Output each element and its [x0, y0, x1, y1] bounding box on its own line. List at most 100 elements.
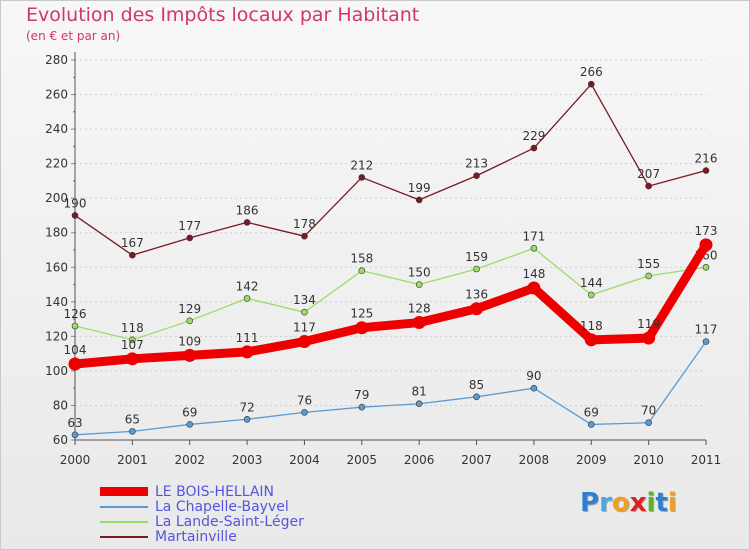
y-tick-label: 140: [45, 295, 68, 309]
data-label: 69: [182, 405, 197, 419]
data-point: [530, 244, 538, 252]
data-label: 107: [121, 338, 144, 352]
data-point: [243, 415, 251, 423]
logo-letter: i: [646, 488, 656, 518]
data-label: 111: [236, 331, 259, 345]
data-point: [243, 219, 251, 226]
data-label: 118: [121, 321, 144, 335]
x-tick-label: 2008: [519, 453, 550, 467]
series-line: [74, 341, 707, 436]
data-point: [702, 167, 710, 174]
legend-swatch: [100, 487, 148, 496]
legend-label: Martainville: [155, 528, 237, 545]
data-label: 207: [637, 167, 660, 181]
data-point: [584, 333, 598, 347]
data-label: 69: [584, 405, 599, 419]
legend-label: La Chapelle-Bayvel: [155, 498, 289, 515]
data-label: 266: [580, 65, 603, 79]
data-label: 155: [637, 257, 660, 271]
legend-item: La Chapelle-Bayvel: [100, 498, 304, 515]
x-tick-label: 2003: [232, 453, 263, 467]
data-label: 63: [67, 416, 82, 430]
data-point: [473, 265, 480, 273]
data-label: 167: [121, 236, 144, 250]
x-tick-label: 2000: [60, 453, 91, 467]
y-tick-label: 60: [53, 433, 68, 447]
data-point: [240, 345, 254, 359]
series-1: 63 65 69 72 76 79 81 85 90 69 70 117: [67, 323, 717, 439]
data-label: 65: [125, 412, 140, 426]
line-chart: 60 80 100 120 140 160 180 200 220 240 260 280 2000 20…: [45, 52, 722, 467]
series-0: 104 107 109 111 117 125 128 136 148 118 119 173: [64, 224, 718, 371]
series-line: [74, 242, 710, 369]
data-point: [642, 331, 656, 345]
x-tick-label: 2006: [404, 453, 435, 467]
x-tick-label: 2001: [117, 453, 148, 467]
logo-letter: r: [599, 488, 612, 518]
y-tick-label: 240: [45, 122, 68, 136]
data-label: 125: [350, 307, 373, 321]
data-point: [186, 317, 194, 325]
data-label: 178: [293, 217, 316, 231]
legend-item: Martainville: [100, 528, 304, 545]
chart-title: Evolution des Impôts locaux par Habitant: [26, 4, 420, 26]
data-label: 173: [695, 224, 718, 238]
series-line: [74, 247, 707, 341]
data-label: 128: [408, 302, 431, 316]
data-label: 81: [412, 385, 427, 399]
y-tick-label: 280: [45, 53, 68, 67]
logo-letter: i: [667, 488, 677, 518]
data-label: 104: [64, 343, 87, 357]
x-tick-label: 2010: [633, 453, 664, 467]
y-tick-label: 160: [45, 260, 68, 274]
y-tick-label: 220: [45, 157, 68, 171]
data-label: 171: [522, 229, 545, 243]
data-label: 177: [178, 219, 201, 233]
y-tick-label: 260: [45, 88, 68, 102]
y-tick-label: 100: [45, 364, 68, 378]
x-tick-label: 2011: [691, 453, 722, 467]
data-point: [473, 393, 480, 401]
data-label: 213: [465, 157, 488, 171]
data-point: [301, 232, 308, 240]
data-point: [358, 267, 366, 275]
data-point: [71, 322, 79, 330]
data-point: [355, 321, 369, 335]
logo-letter: x: [629, 488, 647, 518]
data-label: 126: [64, 307, 87, 321]
data-point: [301, 409, 308, 416]
data-point: [186, 234, 194, 242]
legend-item: LE BOIS-HELLAIN: [100, 484, 304, 500]
y-tick-label: 120: [45, 329, 68, 343]
data-label: 159: [465, 250, 488, 264]
data-point: [530, 144, 538, 152]
data-point: [587, 421, 595, 428]
data-point: [129, 251, 136, 259]
data-point: [473, 172, 480, 180]
data-label: 76: [297, 393, 312, 407]
legend-swatch: [100, 520, 148, 523]
data-label: 79: [354, 388, 369, 402]
data-label: 216: [695, 152, 718, 166]
data-point: [530, 384, 538, 392]
data-label: 150: [408, 266, 431, 280]
data-label: 229: [522, 129, 545, 143]
data-point: [587, 291, 595, 299]
data-point: [243, 295, 251, 302]
x-tick-label: 2002: [174, 453, 205, 467]
x-tick-label: 2007: [461, 453, 492, 467]
data-point: [645, 182, 652, 190]
data-label: 109: [178, 334, 201, 348]
data-label: 72: [239, 400, 254, 414]
x-tick-label: 2009: [576, 453, 607, 467]
data-point: [645, 419, 652, 427]
data-label: 199: [408, 181, 431, 195]
data-point: [415, 281, 423, 288]
data-label: 70: [641, 404, 656, 418]
data-point: [129, 336, 136, 344]
data-label: 119: [637, 317, 660, 331]
data-label: 118: [580, 319, 603, 333]
data-point: [415, 400, 423, 408]
